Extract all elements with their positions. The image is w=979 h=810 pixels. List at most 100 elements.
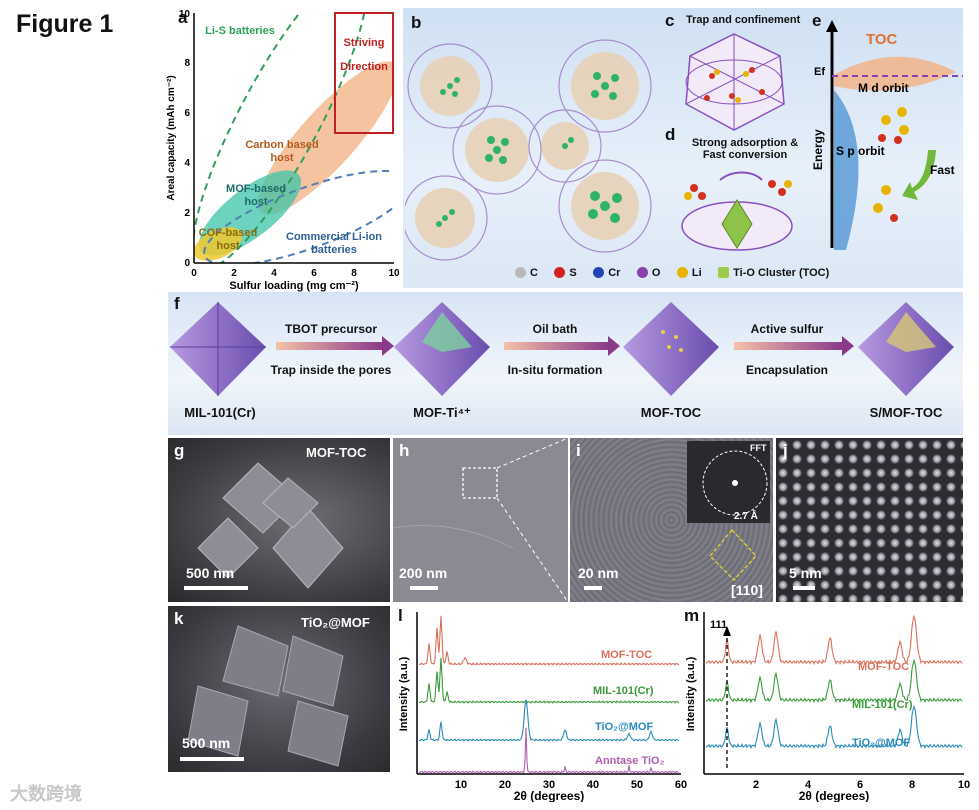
panel-label-h: h: [399, 441, 410, 460]
panel-label-g: g: [174, 441, 185, 460]
m-label-mil: MIL-101(Cr): [852, 699, 913, 711]
legend-text-s: S: [569, 266, 577, 279]
m-111-arrow: [723, 626, 731, 636]
m-xtick-4: 4: [805, 779, 812, 791]
label-mof-1: MOF-based: [226, 183, 286, 195]
xlabel-a: Sulfur loading (mg cm⁻²): [229, 280, 359, 292]
step-3-name: MOF-TOC: [640, 405, 702, 420]
panel-k-scale-text: 500 nm: [182, 735, 231, 751]
legend-item-cr: Cr: [593, 267, 620, 279]
legend-dot-c: [515, 267, 526, 278]
panel-g-scale-text: 500 nm: [186, 565, 235, 581]
legend-dot-o: [636, 267, 648, 278]
fast-label: Fast: [930, 163, 955, 177]
panel-g-crystals: [197, 462, 344, 589]
svg-text:10: 10: [388, 268, 400, 279]
ylabel-l: Intensity (a.u.): [398, 656, 410, 731]
m-trace-moftoc: [705, 614, 963, 666]
legend-dot-li: [676, 267, 688, 278]
svg-text:2: 2: [184, 208, 190, 219]
legend-dot-cr: [593, 267, 605, 278]
l-xtick-60: 60: [675, 779, 687, 791]
striving-box: [334, 12, 394, 134]
step-4-name: S/MOF-TOC: [869, 405, 943, 420]
region-lis: [194, 13, 369, 263]
panel-i-box: [709, 529, 757, 581]
xticks-a: 0 2 4 6 8 10: [191, 268, 400, 279]
step-2-name: MOF-Ti⁴⁺: [413, 405, 471, 420]
panel-label-f: f: [174, 294, 180, 313]
legend-item-li: Li: [676, 266, 702, 279]
label-carbon-2: host: [270, 152, 294, 164]
legend-text-li: Li: [691, 266, 702, 279]
m-trace-mil: [705, 658, 963, 704]
svg-text:4: 4: [184, 158, 190, 169]
svg-text:4: 4: [271, 268, 277, 279]
energy-label: Energy: [811, 129, 825, 170]
svg-text:6: 6: [311, 268, 317, 279]
panel-label-c: c: [665, 11, 675, 30]
octahedron-2: [394, 302, 490, 396]
svg-text:8: 8: [351, 268, 357, 279]
panel-j-scale-text: 5 nm: [789, 565, 822, 581]
panel-g-name: MOF-TOC: [306, 445, 367, 460]
panel-i-fft-ring: [702, 450, 768, 516]
toc-label: TOC: [866, 31, 898, 48]
m-111-label: 111: [710, 619, 727, 631]
figure-title: Figure 1: [16, 10, 114, 38]
chart-l: 10 20 30 40 50 60 Intensity (a.u.) 2θ (degree…: [398, 612, 687, 802]
arrow-2-bottom: In-situ formation: [507, 363, 603, 377]
arrow-3: [734, 342, 842, 350]
m-xtick-8: 8: [909, 779, 915, 791]
arrow-3-top: Active sulfur: [750, 322, 824, 336]
panel-label-a: a: [178, 8, 188, 27]
xlabel-l: 2θ (degrees): [514, 789, 585, 802]
m-orbit-label: M d orbit: [858, 81, 909, 95]
l-trace-tio2mof: [418, 699, 680, 742]
m-xtick-6: 6: [857, 779, 863, 791]
l-trace-moftoc: [418, 615, 680, 666]
panel-h-overlay: [393, 438, 568, 602]
panel-c-cage: [685, 33, 785, 131]
legend-text-cr: Cr: [608, 266, 621, 279]
panel-h-scalebar: [410, 586, 438, 590]
panel-label-m: m: [684, 606, 700, 625]
arrow-1-top: TBOT precursor: [284, 322, 377, 336]
region-cof: [194, 227, 243, 261]
octahedron-3: [623, 302, 719, 396]
legend-item-c: C: [515, 267, 538, 279]
m-series-group: [705, 614, 963, 750]
svg-text:8: 8: [184, 58, 190, 69]
l-trace-mil: [418, 657, 680, 704]
arrow-1-bottom: Trap inside the pores: [270, 363, 392, 377]
octahedron-1: [170, 302, 266, 396]
panel-k-crystals: [187, 625, 349, 767]
watermark: 大数跨境: [10, 784, 82, 804]
panel-i-zone: [110]: [731, 582, 763, 598]
panel-label-j: j: [783, 441, 788, 460]
step-1-name: MIL-101(Cr): [184, 405, 256, 420]
panel-d-title-line2: Fast conversion: [702, 149, 788, 161]
l-ticks-group: 10 20 30 40 50 60: [455, 779, 687, 791]
yticks-a: 0 2 4 6 8 10: [179, 9, 191, 269]
panel-label-e: e: [812, 11, 822, 30]
legend-text-c: C: [530, 266, 538, 279]
label-cof-1: COF-based: [199, 227, 258, 239]
l-xtick-50: 50: [631, 779, 643, 791]
arrow-3-bottom: Encapsulation: [745, 363, 828, 377]
panel-f-scheme: [170, 302, 954, 396]
panel-j-scalebar: [793, 586, 815, 590]
m-trace-tio2mof: [705, 704, 963, 750]
panel-k-name: TiO₂@MOF: [301, 615, 370, 630]
l-xtick-10: 10: [455, 779, 467, 791]
legend-text-toc: Ti-O Cluster (TOC): [733, 266, 830, 279]
legend-text-o: O: [651, 266, 661, 279]
panel-g-sem: [168, 438, 390, 602]
l-xtick-30: 30: [543, 779, 555, 791]
panel-i-fft-label: FFT: [750, 443, 767, 453]
panel-label-l: l: [398, 606, 403, 625]
chart-m: 2 4 6 8 10 111 Intensity (a.u.) 2θ (degrees)…: [685, 612, 970, 802]
l-label-mil: MIL-101(Cr): [593, 685, 654, 697]
svg-text:0: 0: [191, 268, 197, 279]
panel-i-scalebar: [584, 586, 602, 590]
